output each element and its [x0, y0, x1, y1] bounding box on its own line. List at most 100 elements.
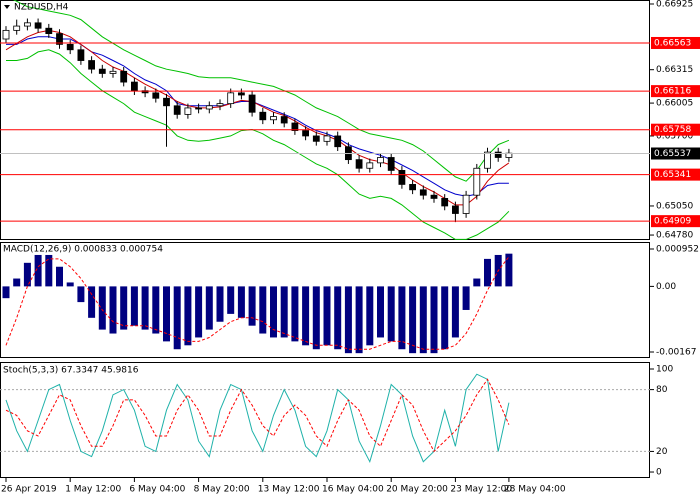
indicator-line [5, 29, 510, 206]
macd-bar [173, 286, 181, 350]
candle-body [120, 70, 128, 83]
candle-body [366, 162, 374, 169]
macd-bar [237, 286, 245, 318]
macd-bar [205, 286, 213, 330]
x-tick-label: 1 May 12:00 [65, 485, 121, 495]
y-tick-label: 0.00 [656, 282, 676, 292]
candle-body [77, 49, 85, 61]
candle-body [419, 189, 427, 196]
macd-bar [34, 254, 42, 287]
signal-line [5, 256, 510, 350]
panel-frame [0, 362, 650, 478]
macd-bar [163, 286, 170, 342]
candle-body [66, 43, 74, 51]
candle-body [312, 135, 320, 142]
macd-bar [409, 286, 417, 354]
y-tick-label: 0 [656, 468, 662, 478]
candle-body [441, 198, 449, 207]
macd-bar [387, 286, 395, 342]
x-tick-label: 13 May 12:00 [258, 485, 320, 495]
macd-bar [270, 286, 277, 338]
macd-bar [366, 286, 374, 346]
indicator-line [13, 0, 510, 182]
candle-body [451, 205, 459, 214]
stoch-line [5, 378, 510, 453]
macd-bar [88, 286, 96, 318]
level-label-box [651, 36, 700, 49]
candle-body [355, 159, 363, 169]
candle-body [270, 116, 277, 121]
candle-body [280, 116, 288, 124]
macd-bar [312, 286, 320, 350]
level-label: 0.65341 [654, 170, 691, 180]
macd-bar [291, 286, 299, 342]
candle-body [2, 29, 10, 40]
candle-body [13, 25, 21, 31]
macd-bar [259, 286, 267, 334]
y-tick-label: 80 [656, 385, 668, 395]
level-label: 0.64909 [654, 217, 691, 227]
macd-bar [334, 286, 342, 350]
macd-bar [302, 286, 310, 346]
y-tick-label: 0.66925 [656, 0, 693, 9]
macd-bar [344, 286, 352, 354]
candle-body [163, 97, 170, 107]
x-tick-label: 28 May 04:00 [504, 485, 566, 495]
macd-bar [355, 286, 363, 354]
current-price-box [651, 147, 700, 160]
candle-body [462, 194, 470, 214]
symbol-menu-icon [4, 5, 10, 9]
macd-bar [77, 286, 85, 303]
macd-bar [248, 286, 256, 326]
macd-bar [227, 286, 235, 314]
level-label-box [651, 123, 700, 136]
macd-bar [23, 262, 31, 287]
candle-body [387, 157, 395, 171]
candle-body [334, 135, 342, 148]
y-tick-label: 100 [656, 365, 673, 375]
candle-body [130, 81, 138, 92]
macd-bar [462, 286, 470, 310]
candle-body [291, 122, 299, 131]
y-tick-label: 20 [656, 447, 668, 457]
candle-body [195, 107, 203, 110]
y-tick-label: 0.65050 [656, 201, 693, 211]
macd-bar [45, 254, 53, 287]
candle-body [409, 184, 417, 191]
x-tick-label: 20 May 20:00 [386, 485, 448, 495]
panel-frame [0, 242, 650, 358]
macd-bar [323, 286, 331, 346]
level-label: 0.66116 [654, 87, 691, 97]
macd-bar [152, 286, 160, 334]
panel-frame [0, 0, 650, 240]
macd-bar [280, 286, 288, 338]
macd-bar [184, 286, 192, 346]
candle-body [302, 130, 310, 137]
candle-body [494, 151, 502, 158]
candle-body [377, 157, 384, 164]
stoch-line [5, 373, 510, 464]
macd-bar [473, 278, 481, 287]
candle-body [205, 105, 213, 110]
x-tick-label: 26 Apr 2019 [1, 485, 57, 495]
macd-bar [98, 286, 106, 330]
candle-body [237, 92, 245, 96]
candle-body [34, 22, 42, 29]
candle-body [216, 103, 224, 107]
macd-bar [56, 266, 63, 287]
candle-body [98, 68, 106, 74]
y-tick-label: 0.000952 [656, 244, 699, 254]
macd-bar [398, 286, 406, 350]
macd-bar [130, 286, 138, 326]
x-tick-label: 6 May 04:00 [129, 485, 185, 495]
y-tick-label: -0.00167 [656, 347, 696, 357]
y-tick-label: 0.66315 [656, 65, 693, 75]
indicator-title: Stoch(5,3,3) 67.3347 45.9816 [3, 366, 139, 376]
macd-bar [505, 253, 513, 287]
candle-body [109, 70, 117, 74]
macd-bar [484, 258, 491, 287]
candle-body [56, 33, 63, 45]
macd-bar [216, 286, 224, 322]
candle-body [248, 94, 256, 113]
